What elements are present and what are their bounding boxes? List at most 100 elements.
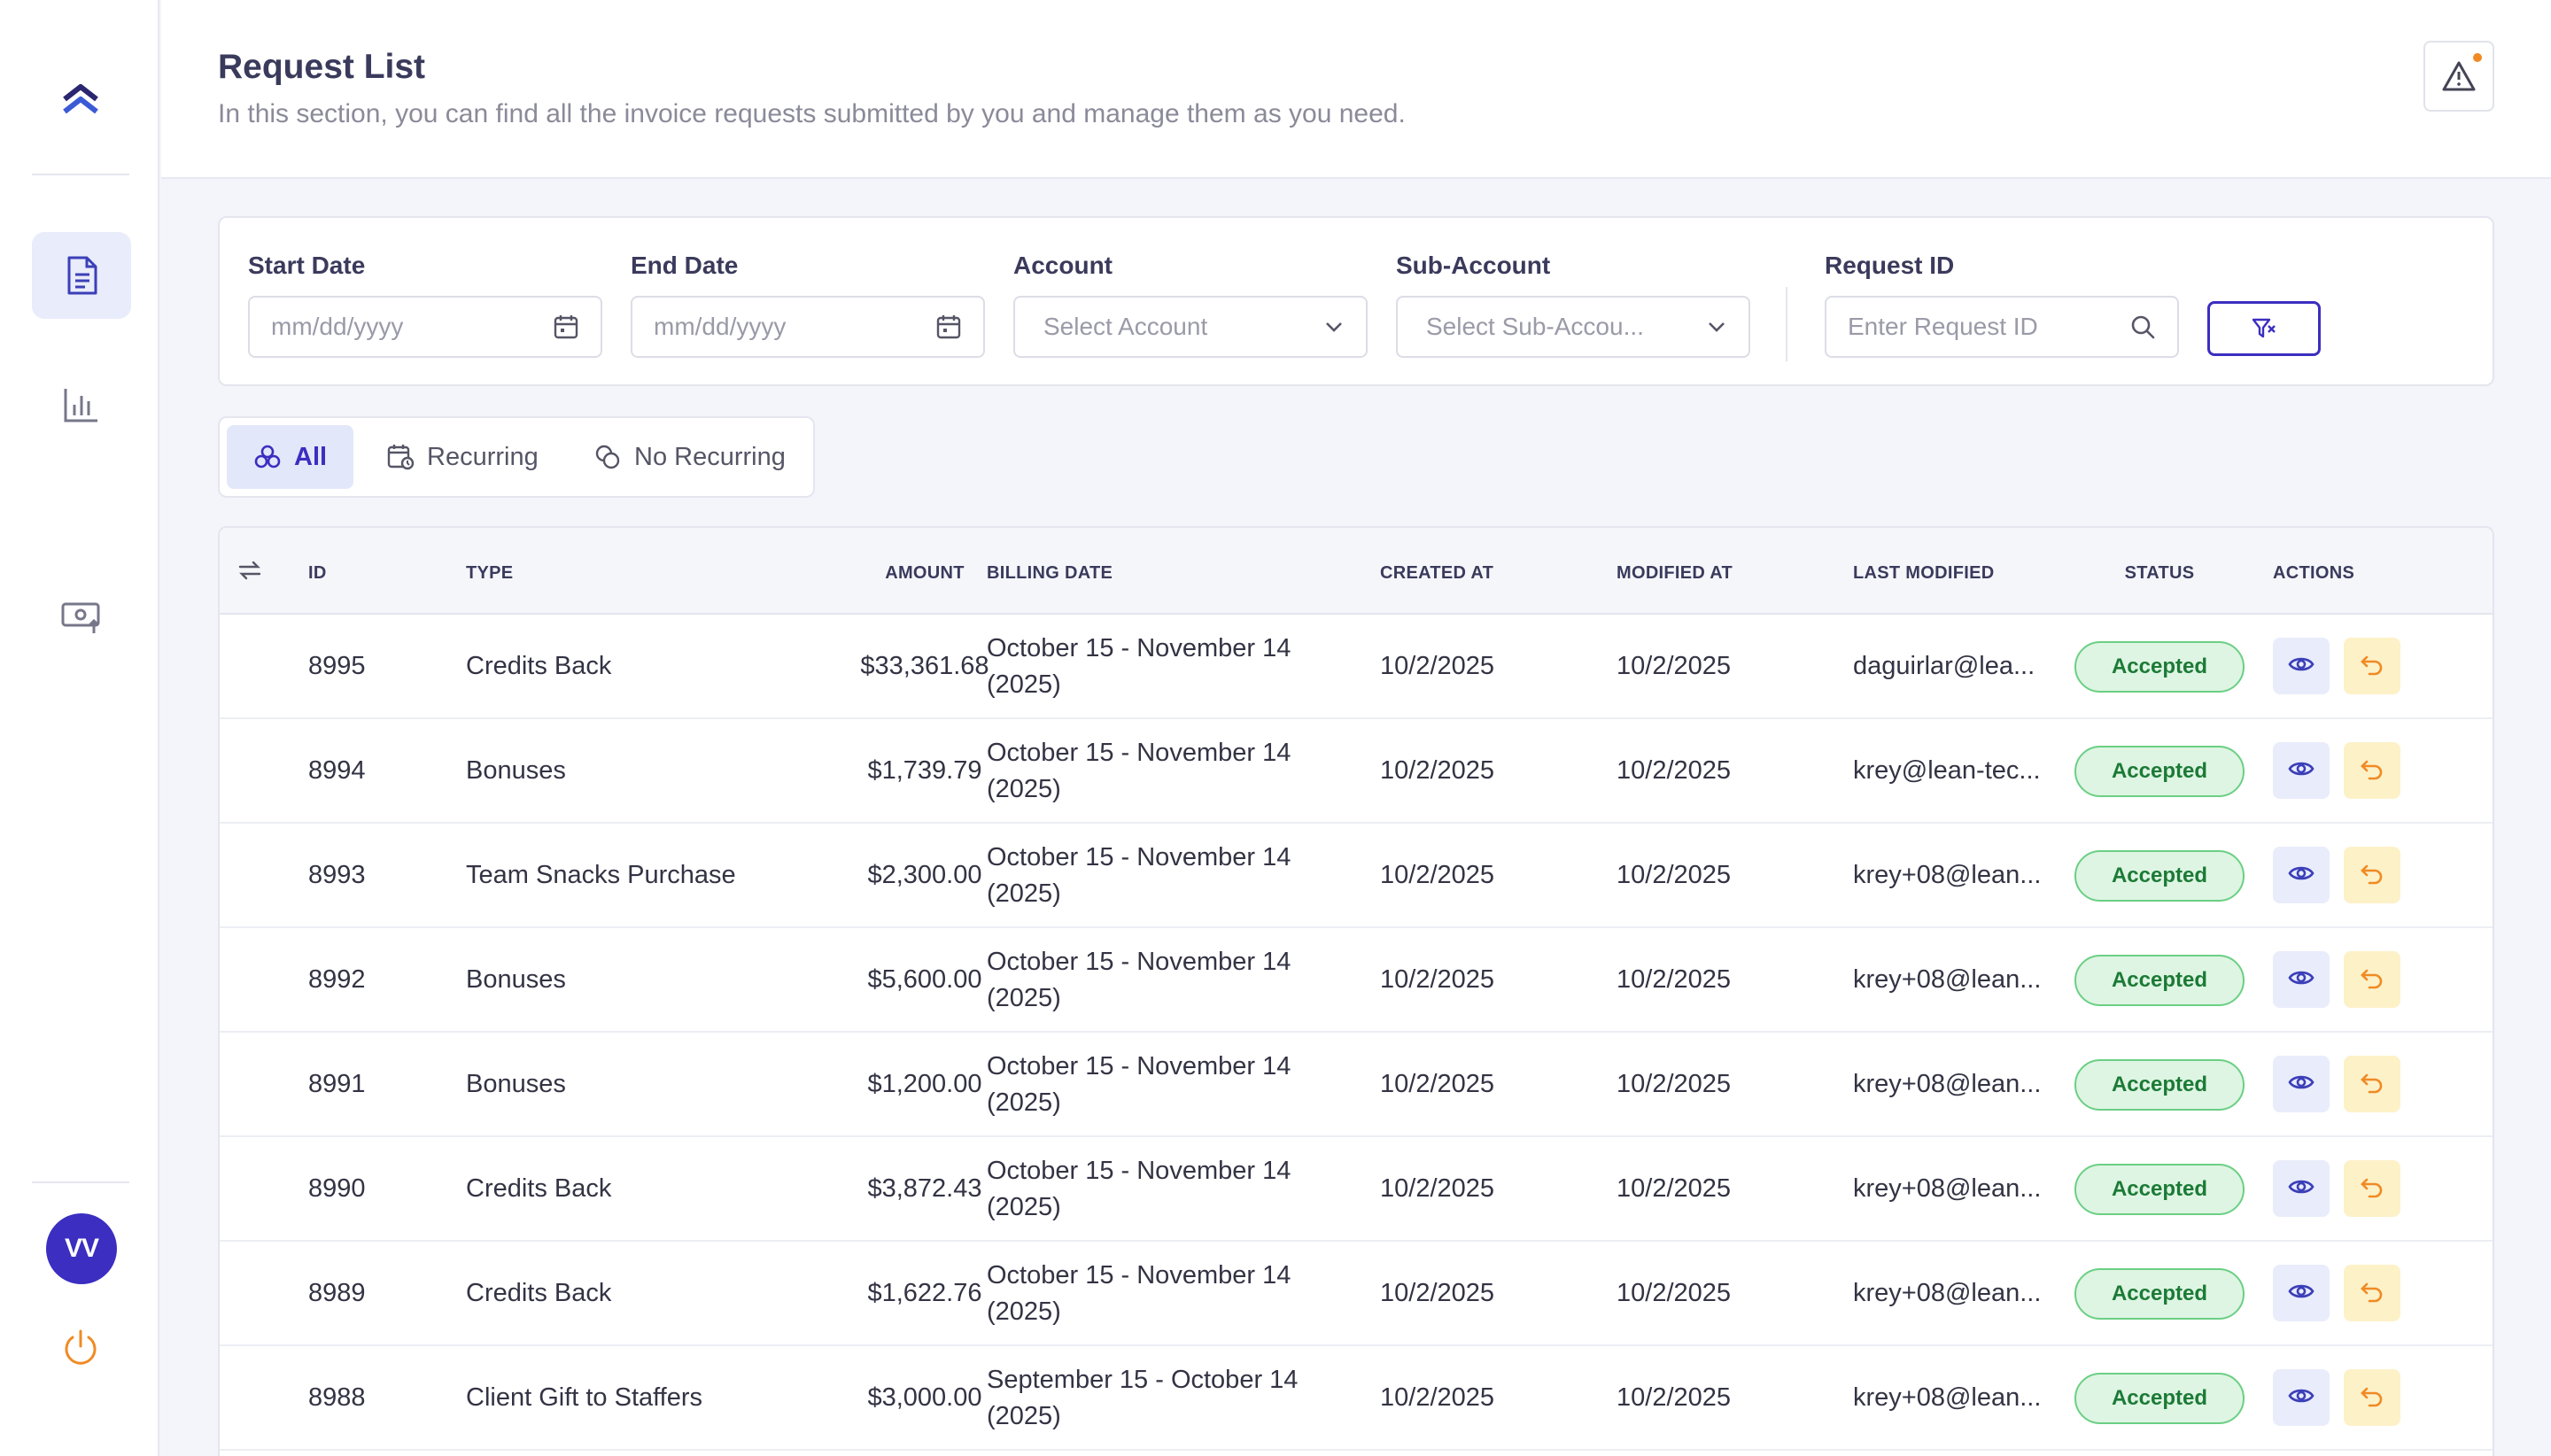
logo-chevrons-icon[interactable] xyxy=(60,80,101,120)
start-date-input[interactable]: mm/dd/yyyy xyxy=(248,296,602,358)
cell-modified-at: 10/2/2025 xyxy=(1617,1070,1732,1098)
undo-icon xyxy=(2360,1070,2384,1099)
cell-modified-at: 10/2/2025 xyxy=(1617,861,1732,889)
cell-id: 8995 xyxy=(308,652,366,680)
billing-date-range: October 15 - November 14 xyxy=(987,843,1291,871)
power-icon[interactable] xyxy=(60,1327,101,1367)
billing-date-range: October 15 - November 14 xyxy=(987,948,1291,976)
eye-icon xyxy=(2288,1282,2315,1305)
cell-amount: $2,300.00 xyxy=(867,861,982,889)
bar-chart-icon xyxy=(64,389,97,422)
cell-last-modified: krey+08@lean... xyxy=(1853,1070,2042,1098)
tab-no-recurring[interactable]: No Recurring xyxy=(567,425,812,489)
avatar[interactable]: VV xyxy=(46,1213,117,1284)
billing-date-range: September 15 - October 14 xyxy=(987,1366,1299,1394)
account-select[interactable]: Select Account xyxy=(1013,296,1368,358)
cell-modified-at: 10/2/2025 xyxy=(1617,756,1732,785)
cell-created-at: 10/2/2025 xyxy=(1380,1174,1495,1203)
column-header-billing-date: BILLING DATE xyxy=(987,563,1113,583)
view-button[interactable] xyxy=(2273,951,2330,1008)
sidebar-item-requests[interactable] xyxy=(32,232,131,319)
cell-id: 8993 xyxy=(308,861,366,889)
view-button[interactable] xyxy=(2273,742,2330,799)
billing-date-year: (2025) xyxy=(987,670,1061,699)
page-title: Request List xyxy=(218,48,426,86)
revert-button[interactable] xyxy=(2344,742,2400,799)
billing-date-year: (2025) xyxy=(987,984,1061,1012)
status-badge: Accepted xyxy=(2074,955,2245,1006)
cell-amount: $1,622.76 xyxy=(867,1279,982,1307)
view-button[interactable] xyxy=(2273,1265,2330,1321)
billing-date-year: (2025) xyxy=(987,879,1061,908)
sub-account-label: Sub-Account xyxy=(1396,252,1551,279)
status-badge: Accepted xyxy=(2074,746,2245,797)
revert-button[interactable] xyxy=(2344,951,2400,1008)
cell-type: Credits Back xyxy=(466,652,612,680)
cell-type: Team Snacks Purchase xyxy=(466,861,736,889)
table-row[interactable]: 8991 Bonuses $1,200.00 October 15 - Novembe… xyxy=(220,1033,2493,1137)
requests-table: ID TYPE AMOUNT BILLING DATE CREATED AT M… xyxy=(218,526,2494,1456)
revert-button[interactable] xyxy=(2344,638,2400,694)
tab-all[interactable]: All xyxy=(227,425,354,489)
revert-button[interactable] xyxy=(2344,1265,2400,1321)
column-header-created-at: CREATED AT xyxy=(1380,563,1494,583)
sidebar-item-reports[interactable] xyxy=(32,361,131,448)
table-row[interactable]: 8992 Bonuses $5,600.00 October 15 - Novembe… xyxy=(220,928,2493,1033)
cell-last-modified: krey+08@lean... xyxy=(1853,1279,2042,1307)
cell-type: Credits Back xyxy=(466,1174,612,1203)
view-button[interactable] xyxy=(2273,847,2330,903)
cell-created-at: 10/2/2025 xyxy=(1380,1279,1495,1307)
table-row[interactable]: 8990 Credits Back $3,872.43 October 15 - No… xyxy=(220,1137,2493,1242)
undo-icon xyxy=(2360,861,2384,890)
cell-billing-date: October 15 - November 14 (2025) xyxy=(987,1258,1323,1330)
table-row[interactable]: 8988 Client Gift to Staffers $3,000.00 Sept… xyxy=(220,1346,2493,1451)
status-badge: Accepted xyxy=(2074,1164,2245,1215)
eye-icon xyxy=(2288,759,2315,783)
billing-date-range: October 15 - November 14 xyxy=(987,1157,1291,1185)
cell-billing-date: October 15 - November 14 (2025) xyxy=(987,1049,1323,1121)
sub-account-placeholder: Select Sub-Accou... xyxy=(1426,313,1644,340)
table-row[interactable]: 8994 Bonuses $1,739.79 October 15 - Novembe… xyxy=(220,719,2493,824)
alert-button[interactable] xyxy=(2423,41,2494,112)
request-id-input[interactable]: Enter Request ID xyxy=(1825,296,2179,358)
table-row[interactable]: 8995 Credits Back $33,361.68 October 15 - N… xyxy=(220,615,2493,719)
table-row[interactable]: 8989 Credits Back $1,622.76 October 15 - No… xyxy=(220,1242,2493,1346)
calendar-repeat-icon xyxy=(387,445,415,470)
cell-created-at: 10/2/2025 xyxy=(1380,1383,1495,1412)
tab-recurring-label: Recurring xyxy=(427,442,539,471)
view-button[interactable] xyxy=(2273,1160,2330,1217)
status-badge: Accepted xyxy=(2074,1059,2245,1111)
cell-amount: $33,361.68 xyxy=(860,652,989,680)
view-button[interactable] xyxy=(2273,1056,2330,1112)
cell-last-modified: krey+08@lean... xyxy=(1853,965,2042,994)
table-row[interactable]: 8993 Team Snacks Purchase $2,300.00 October… xyxy=(220,824,2493,928)
refresh-icon[interactable] xyxy=(236,556,264,589)
eye-icon xyxy=(2288,654,2315,678)
sub-account-select[interactable]: Select Sub-Accou... xyxy=(1396,296,1750,358)
sidebar-item-payments[interactable] xyxy=(32,574,131,661)
cell-type: Bonuses xyxy=(466,1070,566,1098)
clear-filters-button[interactable] xyxy=(2207,301,2321,356)
view-button[interactable] xyxy=(2273,1369,2330,1426)
calendar-icon xyxy=(554,315,578,339)
cell-id: 8990 xyxy=(308,1174,366,1203)
revert-button[interactable] xyxy=(2344,1369,2400,1426)
cell-id: 8988 xyxy=(308,1383,366,1412)
request-id-label: Request ID xyxy=(1825,252,1955,279)
revert-button[interactable] xyxy=(2344,847,2400,903)
cell-amount: $3,872.43 xyxy=(867,1174,982,1203)
revert-button[interactable] xyxy=(2344,1160,2400,1217)
filter-panel: Start Date mm/dd/yyyy End Date mm/dd/yyy… xyxy=(218,216,2494,386)
billing-date-year: (2025) xyxy=(987,775,1061,803)
cell-created-at: 10/2/2025 xyxy=(1380,861,1495,889)
search-icon xyxy=(2131,315,2155,339)
billing-date-range: October 15 - November 14 xyxy=(987,1261,1291,1289)
view-button[interactable] xyxy=(2273,638,2330,694)
billing-date-year: (2025) xyxy=(987,1402,1061,1430)
column-header-last-modified: LAST MODIFIED xyxy=(1853,563,1995,583)
tab-recurring[interactable]: Recurring xyxy=(360,425,565,489)
end-date-input[interactable]: mm/dd/yyyy xyxy=(631,296,985,358)
tab-no-recurring-label: No Recurring xyxy=(634,442,786,471)
start-date-placeholder: mm/dd/yyyy xyxy=(271,313,404,340)
revert-button[interactable] xyxy=(2344,1056,2400,1112)
